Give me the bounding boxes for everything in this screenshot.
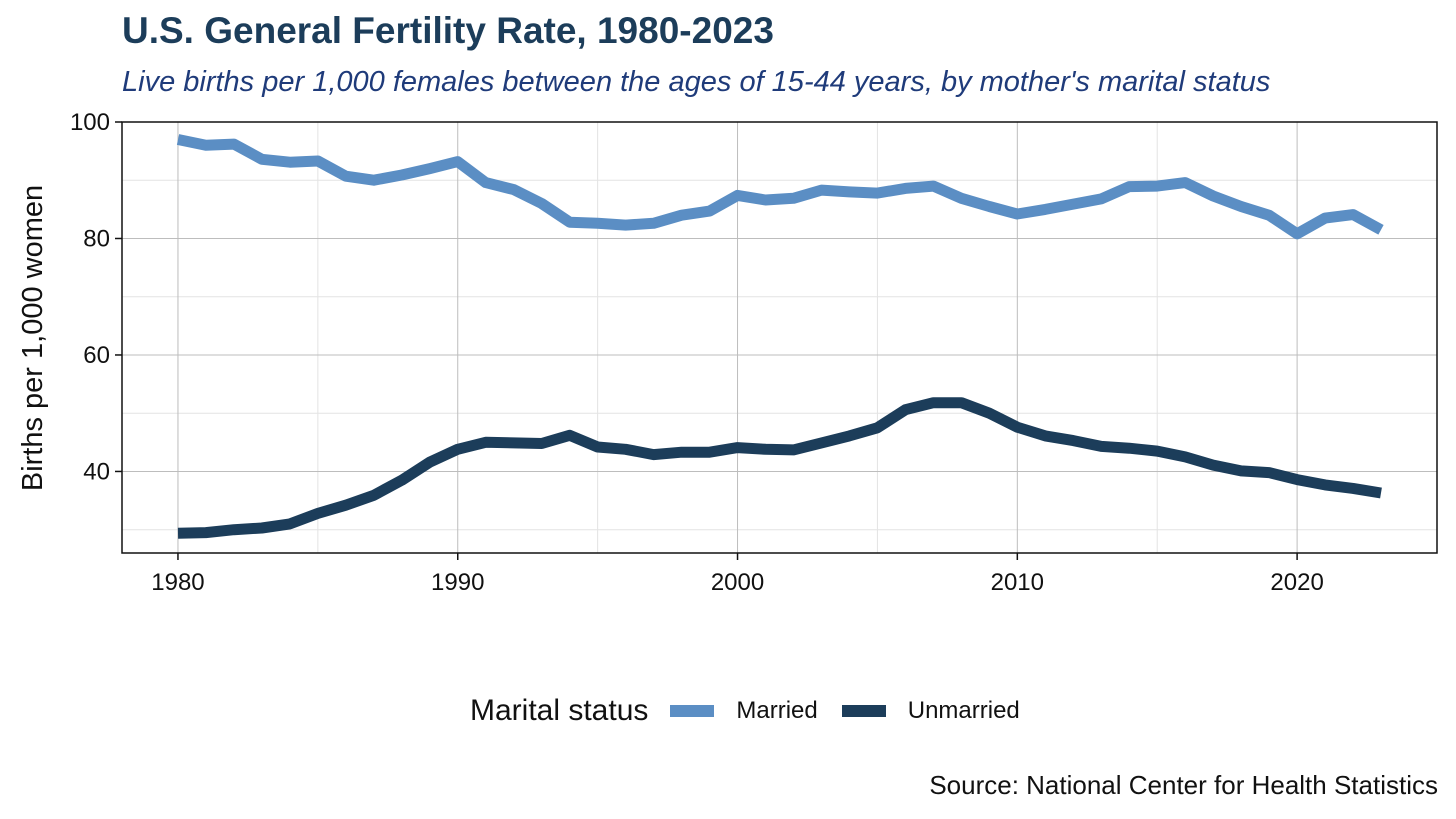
series-line-unmarried [177, 397, 1382, 539]
plot-border [121, 121, 1438, 554]
legend-key-married [670, 705, 715, 717]
y-axis-label: Births per 1,000 women [17, 185, 49, 491]
grid-lines [122, 121, 1437, 553]
source-note: Source: National Center for Health Stati… [929, 770, 1438, 800]
x-tick-label: 2020 [1270, 569, 1323, 596]
legend-label-unmarried: Unmarried [907, 697, 1020, 724]
chart-title: U.S. General Fertility Rate, 1980-2023 [122, 10, 774, 51]
x-tick-label: 2000 [711, 569, 764, 596]
series-lines [176, 134, 1384, 539]
x-tick-label: 1990 [431, 569, 484, 596]
legend-key-unmarried [841, 705, 886, 717]
x-tick-label: 2010 [991, 569, 1044, 596]
y-tick-label: 80 [83, 225, 110, 252]
legend-title: Marital status [470, 694, 649, 727]
line-chart: 1980 1990 2000 2010 2020 40 60 80 100 Births per… [17, 109, 1438, 596]
axes: 1980 1990 2000 2010 2020 40 60 80 100 [70, 109, 1324, 596]
series-line-married [176, 134, 1384, 240]
chart-subtitle: Live births per 1,000 females between th… [122, 66, 1271, 98]
legend: Marital status Married Unmarried [470, 694, 1044, 728]
y-tick-label: 100 [70, 109, 110, 136]
x-tick-label: 1980 [151, 569, 204, 596]
legend-label-married: Married [736, 697, 818, 724]
y-tick-label: 60 [83, 342, 110, 369]
y-tick-label: 40 [83, 458, 110, 485]
